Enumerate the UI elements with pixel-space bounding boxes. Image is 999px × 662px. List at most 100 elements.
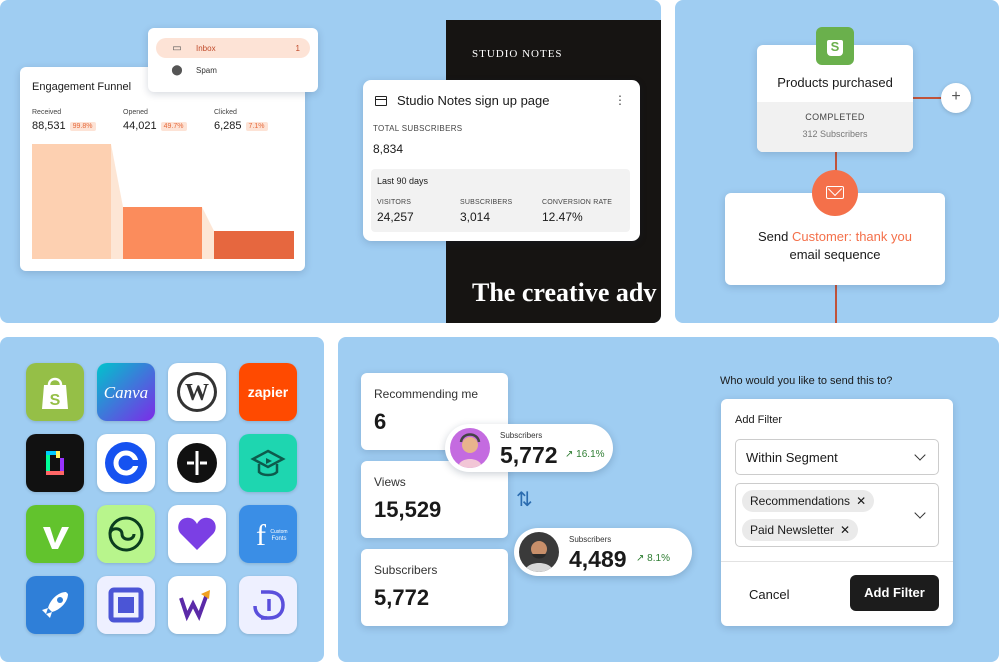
trigger-node[interactable]: Products purchased COMPLETED 312 Subscri… (757, 27, 913, 152)
square-icon[interactable] (97, 576, 155, 634)
send-email-node[interactable]: Send Customer: thank you email sequence (725, 193, 945, 285)
shopify-bag-icon (816, 27, 854, 65)
pill-trend: 8.1% (647, 553, 670, 564)
vimeo-icon[interactable] (26, 505, 84, 563)
stat-value: 6,285 (214, 120, 242, 132)
metric-visitors: VISITORS 24,257 (377, 199, 414, 224)
email-step-icon (812, 170, 858, 216)
spam-menu-item[interactable]: ⬤ Spam (156, 60, 310, 80)
close-icon[interactable]: ✕ (840, 523, 851, 537)
subscribers-card: Subscribers 5,772 (361, 549, 508, 626)
funnel-bar-clicked (214, 231, 294, 259)
custom-fonts-icon[interactable]: f Custom Fonts (239, 505, 297, 563)
funnel-connector (111, 144, 123, 259)
chip-paid-newsletter[interactable]: Paid Newsletter ✕ (742, 519, 859, 541)
segment-multiselect[interactable]: Recommendations ✕ Paid Newsletter ✕ (735, 483, 939, 547)
stat-value: 15,529 (374, 497, 442, 522)
stat-label: Recommending me (374, 387, 479, 401)
card-title: Studio Notes sign up page (397, 93, 550, 108)
svg-text:S: S (50, 392, 61, 409)
add-filter-button[interactable]: Add Filter (850, 575, 939, 611)
fonts-letter: f (256, 519, 266, 552)
pill-label: Subscribers (569, 535, 612, 544)
analytics-panel: STUDIO NOTES The creative adv Engagement… (0, 0, 661, 323)
period-label: Last 90 days (377, 176, 429, 186)
stat-value: 5,772 (374, 585, 430, 610)
funnel-bar-opened (123, 207, 202, 259)
coinbase-icon[interactable] (97, 434, 155, 492)
w-chart-icon[interactable] (168, 576, 226, 634)
trigger-title: Products purchased (777, 75, 893, 90)
chip-label: Recommendations (750, 494, 851, 508)
stat-label: Opened (123, 109, 148, 116)
pill-value: 4,489 (569, 546, 627, 572)
views-card: Views 15,529 (361, 461, 508, 538)
stat-percent: 49.7% (160, 121, 187, 131)
metric-value: 12.47% (542, 210, 583, 224)
pill-value: 5,772 (500, 442, 558, 468)
alert-icon: ⬤ (171, 64, 183, 76)
giphy-icon[interactable] (26, 434, 84, 492)
stat-value: 6 (374, 409, 387, 434)
zapier-icon[interactable]: zapier (239, 363, 297, 421)
stat-percent: 99.8% (69, 121, 96, 131)
period-stats-box: Last 90 days VISITORS 24,257 SUBSCRIBERS… (371, 169, 630, 232)
inbox-icon: ▭ (172, 42, 182, 54)
funnel-bar-received (32, 144, 111, 259)
menu-item-label: Inbox (196, 43, 216, 53)
d-logo-icon[interactable] (239, 576, 297, 634)
segment-select[interactable]: Within Segment (735, 439, 939, 475)
funnel-title: Engagement Funnel (32, 81, 132, 93)
stat-label: Subscribers (374, 563, 438, 577)
wordpress-icon[interactable]: W (168, 363, 226, 421)
heart-icon[interactable] (168, 505, 226, 563)
chip-recommendations[interactable]: Recommendations ✕ (742, 490, 875, 512)
trend-up-icon: ↗ (565, 449, 574, 460)
sequence-name: Customer: thank you (792, 229, 912, 244)
rocket-icon[interactable] (26, 576, 84, 634)
page-layout-icon (375, 95, 387, 106)
dialog-title: Add Filter (735, 414, 783, 426)
funnel-connector (202, 207, 214, 259)
subscriber-pill-2: Subscribers 4,489 ↗ 8.1% (514, 528, 692, 576)
plus-minus-icon[interactable] (168, 434, 226, 492)
funnel-stat-received: Received 88,531 99.8% (32, 109, 96, 132)
inbox-menu-item[interactable]: ▭ Inbox 1 (156, 38, 310, 58)
chip-label: Paid Newsletter (750, 523, 835, 537)
add-step-button[interactable]: + (941, 83, 971, 113)
swirl-icon[interactable] (97, 505, 155, 563)
shopify-icon[interactable]: S (26, 363, 84, 421)
cancel-button[interactable]: Cancel (749, 587, 790, 602)
metric-value: 24,257 (377, 210, 414, 224)
course-icon[interactable] (239, 434, 297, 492)
stat-label: Clicked (214, 109, 237, 116)
funnel-stat-clicked: Clicked 6,285 7.1% (214, 109, 268, 132)
mail-folder-menu: ▭ Inbox 1 ⬤ Spam (148, 28, 318, 92)
flow-branch-connector (912, 97, 942, 99)
metric-conversion-rate: CONVERSION RATE 12.47% (542, 199, 612, 224)
add-filter-dialog: Add Filter Within Segment Recommendation… (721, 399, 953, 626)
unread-count: 1 (295, 43, 300, 53)
pill-trend: 16.1% (576, 449, 605, 460)
envelope-icon (826, 186, 844, 199)
engagement-funnel-card: Engagement Funnel Received 88,531 99.8% O… (20, 67, 305, 271)
metric-subscribers: SUBSCRIBERS 3,014 (460, 199, 512, 224)
trigger-count: 312 Subscribers (802, 129, 868, 139)
divider (721, 561, 953, 562)
page-headline: The creative adv (472, 278, 657, 307)
more-options-icon[interactable]: ⋮ (614, 93, 626, 107)
chevron-down-icon (914, 449, 926, 461)
chevron-down-icon (914, 507, 926, 519)
close-icon[interactable]: ✕ (856, 494, 867, 508)
total-subscribers-label: TOTAL SUBSCRIBERS (373, 124, 463, 133)
svg-text:W: W (185, 380, 209, 406)
funnel-chart (32, 144, 294, 259)
canva-wordmark: Canva (104, 383, 148, 402)
metric-value: 3,014 (460, 210, 491, 224)
brand-name: STUDIO NOTES (472, 48, 563, 60)
canva-icon[interactable]: Canva (97, 363, 155, 421)
avatar (519, 532, 559, 572)
fonts-caption: Fonts (271, 536, 286, 542)
menu-item-label: Spam (196, 65, 217, 75)
trigger-status: COMPLETED (805, 112, 865, 122)
